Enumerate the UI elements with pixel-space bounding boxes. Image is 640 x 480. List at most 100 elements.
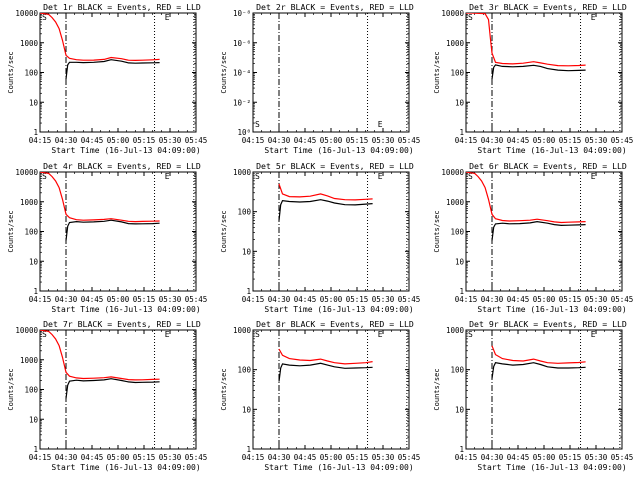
x-tick-label: 04:45 [81,136,104,145]
series-line [278,348,373,365]
x-tick-label: 04:30 [268,453,291,462]
x-tick-label: 05:00 [533,295,556,304]
x-tick-label: 04:30 [481,295,504,304]
x-tick-label: 05:30 [159,295,182,304]
y-tick-label: 1000 [233,168,252,177]
y-tick-label: 100 [450,69,464,78]
x-tick-label: 05:45 [398,295,421,304]
series-line [491,64,586,80]
x-tick-label: 04:30 [55,295,78,304]
start-label: S [255,120,260,129]
start-label: S [255,172,260,181]
x-tick-label: 04:45 [294,136,317,145]
y-tick-label: 100 [24,69,38,78]
chart-title: Det 1r BLACK = Events, RED = LLD [43,2,201,12]
x-tick-label: 05:15 [346,136,369,145]
series-line [40,172,160,223]
x-tick-label: 05:30 [372,453,395,462]
series-line [491,362,586,379]
x-axis-label: Start Time (16-Jul-13 04:09:00) [51,146,200,155]
x-axis-label: Start Time (16-Jul-13 04:09:00) [51,305,200,314]
y-tick-label: 10⁻⁴ [233,69,251,78]
series-line [491,345,586,364]
x-tick-label: 05:15 [133,136,156,145]
y-tick-label: 1 [246,445,251,454]
chart-title: Det 6r BLACK = Events, RED = LLD [469,161,627,171]
y-tick-label: 100 [237,208,251,217]
chart-title: Det 2r BLACK = Events, RED = LLD [256,2,414,12]
x-tick-label: 04:15 [29,453,52,462]
x-tick-label: 05:30 [159,453,182,462]
x-tick-label: 05:15 [133,295,156,304]
y-tick-label: 100 [24,228,38,237]
chart-title: Det 3r BLACK = Events, RED = LLD [469,2,627,12]
x-tick-label: 05:15 [133,453,156,462]
series-line [40,13,160,62]
y-tick-label: 10000 [441,9,464,18]
x-axis-label: Start Time (16-Jul-13 04:09:00) [264,305,413,314]
y-tick-label: 10 [29,415,39,424]
y-axis-label: Counts/sec [220,210,228,252]
y-axis-label: Counts/sec [7,210,15,252]
chart-panel: Det 4r BLACK = Events, RED = LLD Counts/s… [7,161,207,314]
series-line [278,362,373,382]
y-tick-label: 10⁻⁸ [233,9,251,18]
x-tick-label: 05:45 [611,136,634,145]
y-tick-label: 1 [459,287,464,296]
x-tick-label: 05:45 [398,453,421,462]
y-tick-label: 1 [33,128,38,137]
x-tick-label: 05:15 [559,453,582,462]
y-axis-label: Counts/sec [433,368,441,410]
y-axis-label: Counts/sec [433,51,441,93]
chart-panel: Det 2r BLACK = Events, RED = LLD Counts/s… [220,2,420,155]
y-tick-label: 10 [455,257,465,266]
end-label: E [591,172,596,181]
chart-panel: Det 1r BLACK = Events, RED = LLD Counts/s… [7,2,207,155]
chart-panel: Det 5r BLACK = Events, RED = LLD Counts/s… [220,161,420,314]
x-tick-label: 04:45 [81,295,104,304]
x-tick-label: 05:00 [533,453,556,462]
y-tick-label: 1000 [20,39,39,48]
y-tick-label: 1000 [446,39,465,48]
series-line [278,199,373,221]
y-tick-label: 10000 [15,168,38,177]
x-tick-label: 04:45 [294,453,317,462]
x-axis-label: Start Time (16-Jul-13 04:09:00) [264,463,413,472]
x-tick-label: 05:15 [559,295,582,304]
x-tick-label: 04:45 [507,136,530,145]
x-tick-label: 04:15 [29,295,52,304]
y-tick-label: 1 [459,445,464,454]
x-tick-label: 04:15 [455,136,478,145]
x-tick-label: 04:15 [242,136,265,145]
y-tick-label: 1 [246,287,251,296]
y-axis-label: Counts/sec [220,51,228,93]
x-tick-label: 05:30 [585,453,608,462]
y-axis-label: Counts/sec [7,368,15,410]
chart-panel: Det 8r BLACK = Events, RED = LLD Counts/s… [220,319,420,472]
plot-frame [252,12,410,133]
x-tick-label: 05:45 [185,453,208,462]
series-line [491,220,586,241]
x-tick-label: 04:15 [242,453,265,462]
end-label: E [378,330,383,339]
x-tick-label: 04:45 [81,453,104,462]
y-axis-label: Counts/sec [433,210,441,252]
plot-frame [465,329,623,450]
chart-title: Det 4r BLACK = Events, RED = LLD [43,161,201,171]
end-label: E [591,13,596,22]
y-tick-label: 1000 [20,198,39,207]
start-label: S [468,172,473,181]
series-line [466,172,586,224]
chart-title: Det 7r BLACK = Events, RED = LLD [43,319,201,329]
y-axis-label: Counts/sec [220,368,228,410]
chart-panel: Det 6r BLACK = Events, RED = LLD Counts/s… [433,161,633,314]
y-tick-label: 10⁻² [233,98,251,107]
plot-frame [39,329,197,450]
y-tick-label: 100 [24,386,38,395]
x-tick-label: 04:30 [55,453,78,462]
x-tick-label: 04:45 [507,453,530,462]
x-tick-label: 05:00 [320,136,343,145]
x-tick-label: 05:30 [585,295,608,304]
y-tick-label: 1 [33,287,38,296]
x-tick-label: 05:45 [398,136,421,145]
